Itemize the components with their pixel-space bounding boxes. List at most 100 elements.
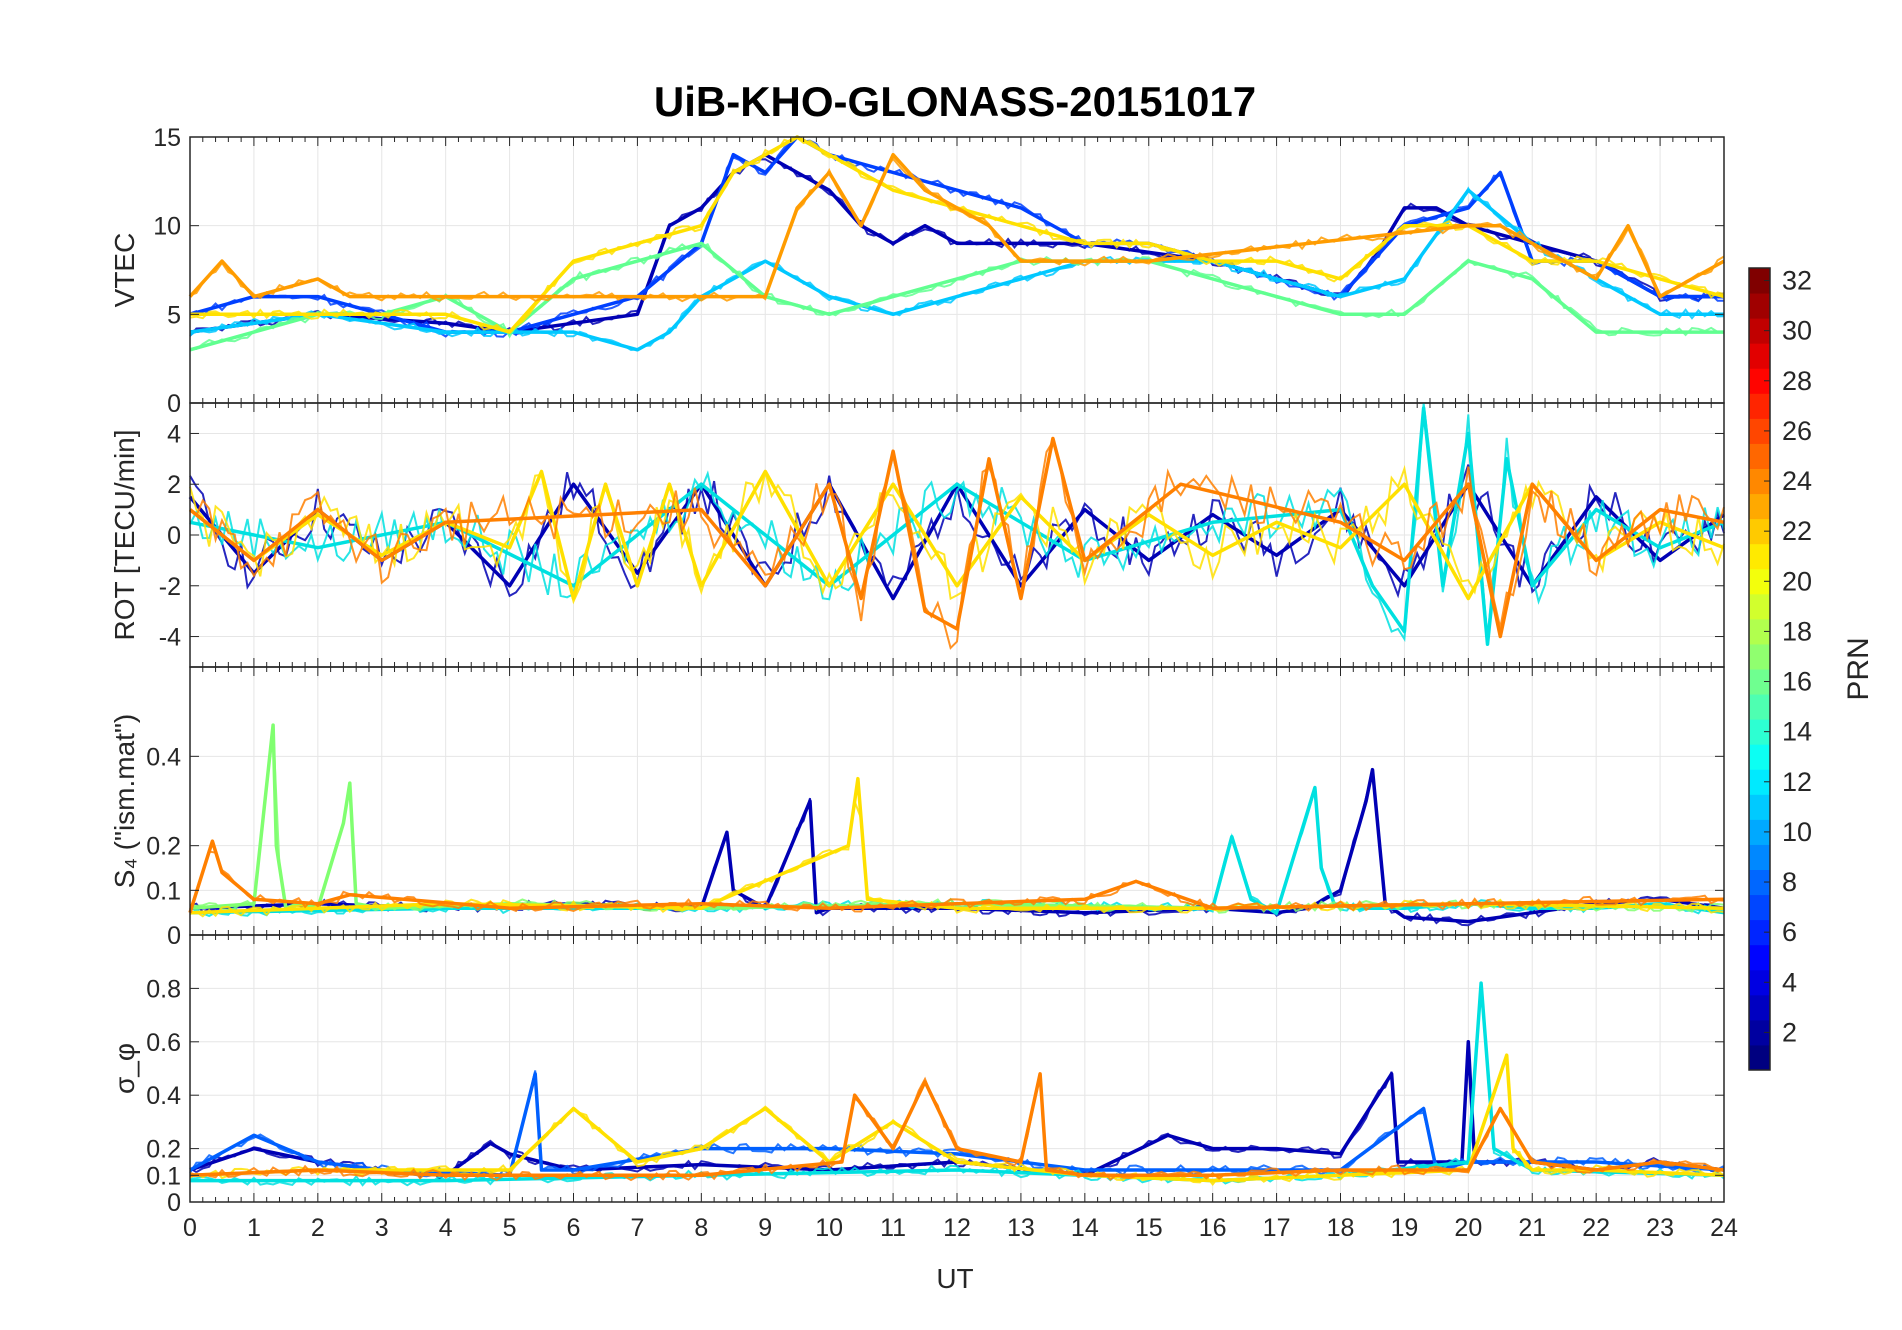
x-tick-label: 5	[503, 1214, 517, 1242]
colorbar-swatch	[1749, 969, 1770, 996]
colorbar-swatch	[1749, 543, 1770, 570]
x-tick-label: 16	[1199, 1214, 1227, 1242]
x-tick-label: 20	[1454, 1214, 1482, 1242]
colorbar-swatch	[1749, 719, 1770, 745]
x-tick-label: 11	[880, 1214, 906, 1242]
series-jitter	[189, 439, 1725, 650]
x-tick-label: 10	[815, 1214, 843, 1242]
colorbar-swatch	[1749, 318, 1770, 344]
x-tick-label: 15	[1135, 1214, 1163, 1242]
y-tick-label: 10	[153, 213, 181, 241]
colorbar-tick-label: 8	[1782, 867, 1797, 897]
panel-3: 0 0.1 0.2 0.4S₄ ("ism.mat")	[109, 666, 1725, 950]
y-tick-label: 4	[167, 420, 181, 448]
colorbar-tick-label: 32	[1782, 266, 1812, 296]
colorbar-tick-label: 20	[1782, 566, 1812, 596]
colorbar-tick-label: 28	[1782, 366, 1812, 396]
colorbar-label: PRN	[1842, 637, 1875, 700]
x-tick-label: 4	[439, 1214, 453, 1242]
y-tick-label: 0.1	[146, 1162, 181, 1190]
colorbar-tick-label: 4	[1782, 967, 1797, 997]
colorbar-swatch	[1749, 994, 1770, 1021]
x-tick-label: 1	[247, 1214, 261, 1242]
colorbar-swatch	[1749, 844, 1770, 870]
series-jitter	[189, 243, 1725, 351]
colorbar-swatch	[1749, 443, 1770, 469]
colorbar-swatch	[1749, 694, 1770, 720]
x-tick-label: 2	[311, 1214, 325, 1242]
colorbar-swatch	[1749, 669, 1770, 695]
colorbar-swatch	[1749, 343, 1770, 369]
y-tick-label: 5	[167, 301, 181, 329]
y-tick-label: 0.4	[146, 743, 181, 771]
y-tick-label: 0.1	[146, 877, 181, 905]
colorbar-swatch	[1749, 418, 1770, 444]
colorbar-swatch	[1749, 368, 1770, 394]
x-tick-label: 17	[1263, 1214, 1291, 1242]
y-tick-label: -2	[159, 573, 181, 601]
colorbar-tick-label: 2	[1782, 1017, 1797, 1047]
y-tick-label: 15	[153, 124, 181, 152]
y-tick-label: 0.4	[146, 1082, 181, 1110]
x-tick-label: 18	[1327, 1214, 1355, 1242]
colorbar-swatch	[1749, 393, 1770, 419]
x-tick-label: 21	[1518, 1214, 1546, 1242]
colorbar-frame	[1748, 267, 1771, 1071]
x-axis-label: UT	[936, 1263, 973, 1294]
series-jitter	[189, 402, 1725, 643]
x-tick-label: 14	[1071, 1214, 1099, 1242]
series-jitter	[189, 135, 1725, 338]
colorbar-swatch	[1749, 593, 1770, 620]
colorbar-swatch	[1749, 293, 1770, 319]
colorbar-tick-label: 30	[1782, 316, 1812, 346]
x-tick-label: 9	[758, 1214, 772, 1242]
y-axis-label: S₄ ("ism.mat")	[109, 714, 140, 888]
colorbar-swatch	[1749, 568, 1770, 595]
colorbar-swatch	[1749, 268, 1770, 294]
y-tick-label: 0	[167, 922, 181, 950]
colorbar-tick-label: 6	[1782, 917, 1797, 947]
panel-4: 00.10.20.40.60.80 1 2 3 4 5 6 7 8 9 10 11 12 13 14 15 16…	[109, 934, 1738, 1242]
colorbar-tick-label: 26	[1782, 416, 1812, 446]
series-jitter	[189, 1075, 1725, 1182]
x-tick-label: 0	[183, 1214, 197, 1242]
x-tick-label: 19	[1391, 1214, 1419, 1242]
series-jitter	[189, 850, 1725, 913]
figure-title: UiB-KHO-GLONASS-20151017	[654, 78, 1256, 125]
colorbar-tick-label: 24	[1782, 466, 1812, 496]
series-jitter	[189, 464, 1725, 605]
y-tick-label: 0	[167, 1189, 181, 1217]
y-tick-label: 0.8	[146, 975, 181, 1003]
colorbar-tick-label: 12	[1782, 767, 1812, 797]
y-axis-label: VTEC	[109, 233, 140, 308]
panel-2: -4 -2 0 2 4 ROT [TECU/min]	[109, 402, 1726, 668]
colorbar-swatch	[1749, 744, 1770, 770]
colorbar-swatch	[1749, 1044, 1770, 1071]
series-line	[188, 436, 1725, 639]
y-tick-label: 2	[167, 471, 181, 499]
y-tick-label: 0	[167, 390, 181, 418]
colorbar-swatch	[1749, 919, 1770, 946]
y-tick-label: 0	[167, 522, 181, 550]
series-jitter	[189, 984, 1725, 1187]
colorbar-swatch	[1749, 468, 1770, 495]
x-tick-label: 6	[567, 1214, 581, 1242]
colorbar-swatch	[1749, 794, 1770, 820]
series-jitter	[189, 186, 1725, 352]
x-tick-label: 7	[630, 1214, 644, 1242]
colorbar-swatch	[1749, 643, 1770, 670]
colorbar-tick-label: 14	[1782, 717, 1812, 747]
colorbar-swatch	[1749, 869, 1770, 896]
y-axis-label: σ_φ	[109, 1043, 140, 1094]
y-tick-label: 0.2	[146, 1136, 181, 1164]
y-tick-label: -4	[159, 624, 181, 652]
colorbar-swatch	[1749, 894, 1770, 921]
colorbar-swatch	[1749, 944, 1770, 971]
x-tick-label: 24	[1710, 1214, 1738, 1242]
y-tick-label: 0.2	[146, 833, 181, 861]
colorbar-swatch	[1749, 618, 1770, 645]
